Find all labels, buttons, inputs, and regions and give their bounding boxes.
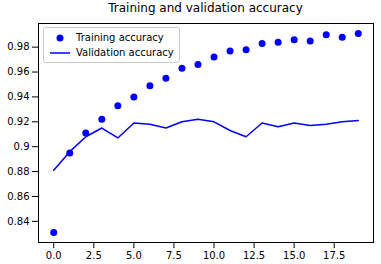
svg-text:0.98: 0.98 <box>7 41 29 52</box>
svg-text:0.92: 0.92 <box>7 116 29 127</box>
svg-text:5.0: 5.0 <box>126 250 142 261</box>
svg-text:0.84: 0.84 <box>7 216 29 227</box>
svg-text:10.0: 10.0 <box>203 250 225 261</box>
svg-text:0.9: 0.9 <box>14 141 30 152</box>
html-text:Training accuracy: Training accuracy <box>76 32 164 43</box>
html-text:Validation accuracy: Validation accuracy <box>76 47 174 58</box>
html-text:Training and validation accura: Training and validation accuracy <box>108 1 303 15</box>
svg-text:17.5: 17.5 <box>323 250 345 261</box>
svg-text:0.88: 0.88 <box>7 166 29 177</box>
svg-text:2.5: 2.5 <box>86 250 102 261</box>
svg-text:0.94: 0.94 <box>7 91 29 102</box>
svg-text:12.5: 12.5 <box>243 250 265 261</box>
svg-text:0.96: 0.96 <box>7 66 29 77</box>
svg-text:15.0: 15.0 <box>283 250 305 261</box>
svg-text:0.0: 0.0 <box>46 250 62 261</box>
svg-text:7.5: 7.5 <box>166 250 182 261</box>
svg-text:0.86: 0.86 <box>7 191 29 202</box>
